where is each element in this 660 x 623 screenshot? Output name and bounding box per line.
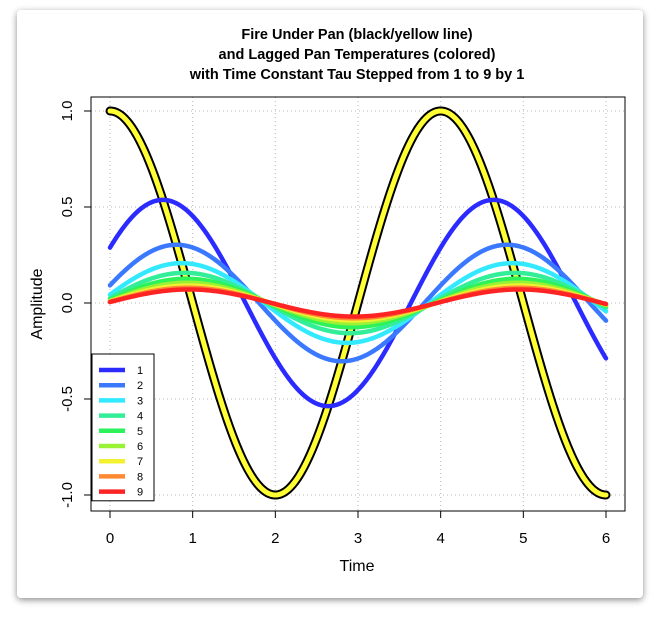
- x-tick-label: 3: [354, 530, 362, 547]
- legend-label: 3: [137, 395, 143, 407]
- legend-label: 7: [137, 456, 143, 468]
- x-axis-label: Time: [340, 558, 375, 575]
- legend-box: [91, 353, 155, 502]
- x-tick-label: 5: [519, 530, 527, 547]
- series-line-tau-2: [107, 242, 609, 364]
- y-axis-label: Amplitude: [29, 268, 46, 339]
- x-tick-label: 1: [188, 530, 196, 547]
- series-line-tau-6: [107, 280, 609, 326]
- series-line-tau-4: [107, 270, 609, 336]
- series-lines: [105, 106, 611, 500]
- legend-label: 5: [137, 426, 143, 438]
- chart-title: Fire Under Pan (black/yellow line) and L…: [189, 27, 525, 83]
- legend-label: 4: [137, 411, 143, 423]
- fire-line: [107, 108, 609, 498]
- title-line-3: with Time Constant Tau Stepped from 1 to…: [189, 67, 525, 83]
- y-tick-label: 0.0: [59, 293, 76, 314]
- x-tick-label: 4: [436, 530, 444, 547]
- y-tick-label: -0.5: [59, 386, 76, 412]
- legend-label: 9: [137, 487, 143, 499]
- legend: 1 2 3 4 5 6 7 8 9: [91, 353, 155, 502]
- x-axis: 0 1 2 3 4 5 6: [106, 510, 610, 547]
- legend-label: 2: [137, 380, 143, 392]
- x-tick-label: 2: [271, 530, 279, 547]
- y-axis: -1.0 -0.5 0.0 0.5 1.0: [59, 101, 92, 508]
- legend-label: 1: [137, 365, 143, 377]
- y-tick-label: 0.5: [59, 197, 76, 218]
- legend-label: 8: [137, 471, 143, 483]
- x-tick-label: 0: [106, 530, 114, 547]
- series-line-tau-5: [107, 276, 609, 330]
- title-line-1: Fire Under Pan (black/yellow line): [241, 27, 472, 43]
- y-tick-label: 1.0: [59, 101, 76, 122]
- series-line-tau-1: [107, 197, 609, 409]
- x-tick-label: 6: [602, 530, 610, 547]
- series-line-tau-3: [107, 260, 609, 346]
- series-line-tau-9: [107, 287, 609, 319]
- title-line-2: and Lagged Pan Temperatures (colored): [219, 47, 496, 63]
- legend-label: 6: [137, 441, 143, 453]
- y-tick-label: -1.0: [59, 482, 76, 508]
